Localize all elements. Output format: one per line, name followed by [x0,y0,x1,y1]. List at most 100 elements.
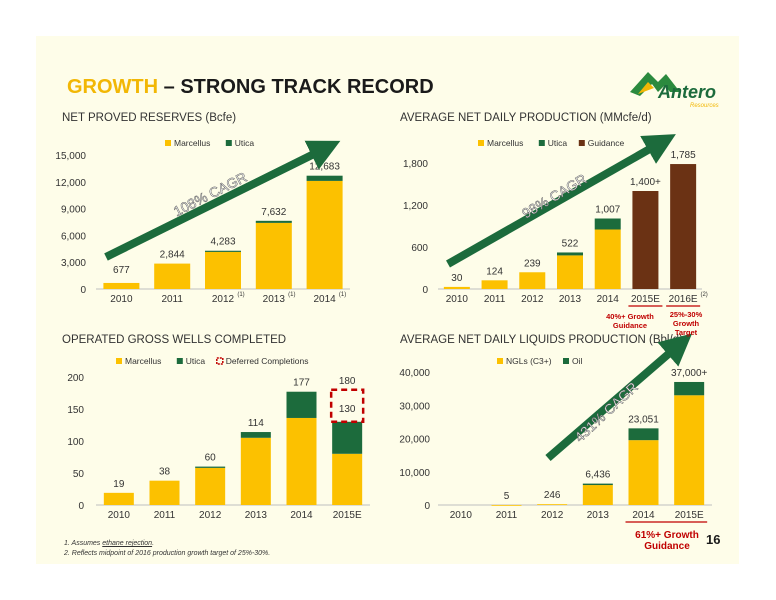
wells-xtick: 2010 [108,510,131,521]
wells-chart-title: OPERATED GROSS WELLS COMPLETED [62,334,287,346]
reserves-bar-marcellus [205,251,241,289]
production-value-label: 1,785 [671,150,696,161]
wells-bar-utica [286,391,317,418]
production-value-label: 1,007 [595,205,620,216]
production-bar-marcellus [481,280,508,289]
reserves-ytick: 12,000 [55,178,86,189]
wells-value-label: 19 [113,479,125,490]
footnote-1: 1. Assumes ethane rejection. [64,540,155,547]
footnote-2: 2. Reflects midpoint of 2016 production … [64,550,271,557]
page-number: 16 [706,532,721,547]
production-legend-label: Utica [548,138,568,148]
wells-xtick: 2015E [333,510,362,521]
production-ytick: 1,200 [403,201,428,212]
production-ytick: 0 [422,285,428,296]
wells-legend-swatch [116,358,122,364]
wells-ytick: 50 [73,469,85,480]
production-bar-utica [594,218,621,230]
production-value-label: 522 [562,238,579,249]
liquids-legend-label: Oil [572,356,583,366]
production-legend-swatch [478,140,484,146]
production-value-label: 30 [451,273,463,284]
wells-bar-marcellus [332,453,363,505]
production-ytick: 600 [411,243,428,254]
liquids-value-label: 6,436 [585,470,610,481]
production-bar-utica [557,252,583,256]
production-xtick: 2012 [521,294,544,305]
production-xtick: 2011 [484,294,506,305]
reserves-value-label: 4,283 [210,237,235,248]
title-rest: – STRONG TRACK RECORD [158,76,434,98]
reserves-bar-utica [306,175,343,181]
reserves-legend-swatch [225,140,232,146]
liquids-bar-ngls-c3- [674,395,705,505]
title-accent: GROWTH [67,76,159,98]
reserves-bar-marcellus [154,263,191,289]
liquids-legend-label: NGLs (C3+) [506,356,552,366]
liquids-value-label: 23,051 [628,414,659,425]
wells-value-label: 180 [339,376,356,387]
wells-bar-marcellus [195,467,226,505]
liquids-xtick: 2013 [587,510,610,521]
wells-legend-label: Marcellus [125,356,161,366]
wells-value-label: 38 [159,467,171,478]
wells-bar-utica [240,432,271,438]
liquids-xtick: 2012 [541,510,564,521]
liquids-ytick: 40,000 [399,368,430,379]
wells-value-label: 114 [248,418,264,429]
reserves-ytick: 6,000 [61,231,86,242]
production-xtick: 2010 [446,294,469,305]
reserves-xtick: 2010 [110,294,133,305]
production-value-label: 239 [524,258,541,269]
wells-bar-utica [332,421,363,454]
reserves-xtick: 2011 [161,294,183,305]
production-ytick: 1,800 [403,159,428,170]
production-bar-marcellus [594,229,621,289]
wells-ytick: 100 [67,437,84,448]
liquids-bar-oil [628,428,659,441]
production-bar-marcellus [443,286,470,289]
footnotes: 1. Assumes ethane rejection. 2. Reflects… [64,539,270,559]
liquids-bar-ngls-c3- [491,504,522,506]
production-bar-marcellus [519,272,546,289]
wells-bar-marcellus [103,492,134,505]
reserves-legend-label: Utica [235,138,255,148]
logo-sub: Resources [690,103,719,109]
reserves-chart-title: NET PROVED RESERVES (Bcfe) [62,112,237,124]
wells-value-label: 177 [293,378,310,389]
reserves-ytick: 3,000 [61,258,86,269]
wells-bar-marcellus [286,417,317,505]
reserves-xtick-sup: (1) [288,292,295,298]
production-chart-title: AVERAGE NET DAILY PRODUCTION (MMcfe/d) [400,112,652,124]
production-xtick: 2013 [559,294,582,305]
reserves-xtick-sup: (1) [339,292,346,298]
liquids-xtick: 2015E [675,510,704,521]
reserves-legend-swatch [165,140,171,146]
reserves-xtick: 2012 [212,294,235,305]
liquids-value-label: 37,000+ [671,368,708,379]
wells-value-label: 60 [205,453,217,464]
wells-legend-label: Utica [186,356,206,366]
wells-bar-utica [195,466,226,468]
reserves-value-label: 2,844 [160,250,185,261]
production-note-2016: 25%-30% Growth Target [669,310,703,337]
liquids-note: 61%+ Growth Guidance [635,530,699,552]
liquids-bar-oil [582,483,613,486]
liquids-bar-ngls-c3- [582,485,613,505]
wells-ytick: 150 [67,405,84,416]
wells-bar-marcellus [149,480,180,505]
liquids-legend-swatch [497,358,503,364]
production-legend-label: Marcellus [487,138,523,148]
wells-bar-marcellus [240,437,271,505]
wells-xtick: 2014 [290,510,313,521]
reserves-value-label: 12,683 [309,162,340,173]
liquids-bar-ngls-c3- [537,504,568,505]
production-value-label: 1,400+ [630,177,661,188]
production-xtick: 2016E [669,294,698,305]
production-legend-label: Guidance [588,138,625,148]
liquids-bar-ngls-c3- [628,440,659,505]
liquids-bar-oil [674,381,705,396]
reserves-ytick: 0 [80,285,86,296]
liquids-xtick: 2014 [632,510,655,521]
reserves-xtick: 2014 [313,294,336,305]
